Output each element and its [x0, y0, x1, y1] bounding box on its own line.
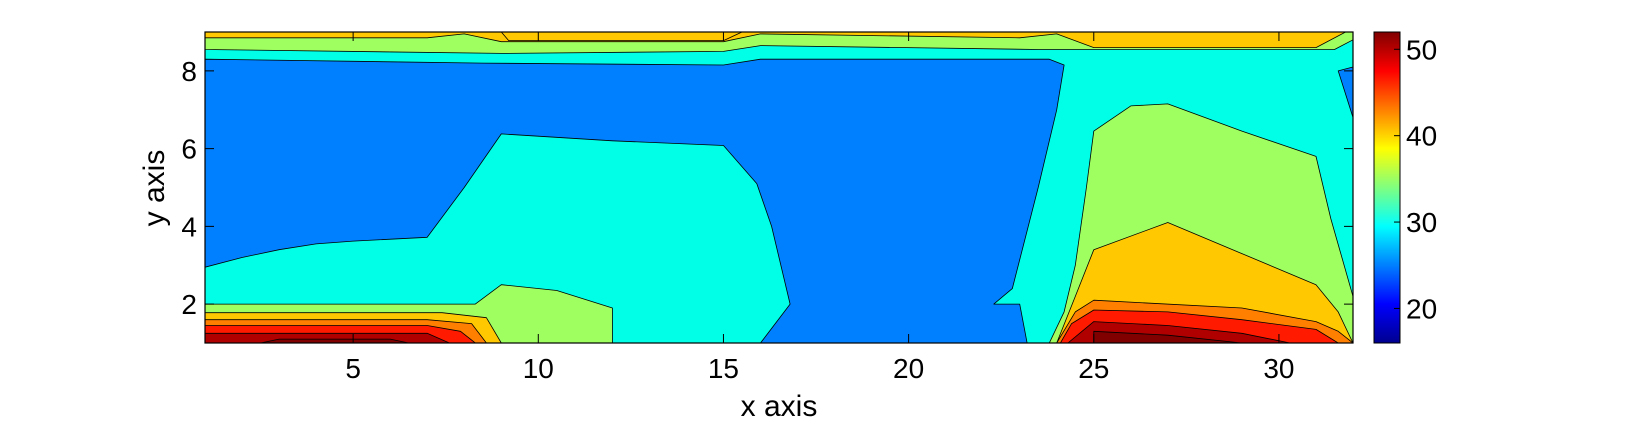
x-tick-label: 30 — [1263, 353, 1294, 384]
x-tick-label: 10 — [523, 353, 554, 384]
colorbar-tick-label: 30 — [1406, 207, 1437, 238]
x-axis-ticks: 5 10 15 20 25 30 — [345, 32, 1295, 384]
colorbar-tick-label: 40 — [1406, 121, 1437, 152]
contour-region-right-edge-blue — [1337, 66, 1353, 118]
colorbar-ticks: 20 30 40 50 — [1394, 34, 1437, 324]
plot-frame — [204, 31, 1354, 344]
contour-region-bottom-left-maroon — [260, 338, 410, 343]
contour-regions — [205, 32, 1353, 343]
y-tick-label: 6 — [181, 134, 197, 165]
colorbar-tick-label: 20 — [1406, 293, 1437, 324]
x-tick-label: 20 — [893, 353, 924, 384]
plot-area — [204, 31, 1354, 344]
contour-region-top-yellow-cap — [500, 32, 743, 41]
colorbar-tick-label: 50 — [1406, 34, 1437, 65]
y-tick-label: 4 — [181, 211, 197, 242]
y-axis-label: y axis — [138, 150, 171, 227]
y-tick-label: 2 — [181, 289, 197, 320]
contour-region-top-yellow-band — [205, 32, 1346, 48]
contour-region-main-blue-region — [205, 58, 1065, 343]
y-tick-label: 8 — [181, 56, 197, 87]
x-axis-label: x axis — [741, 390, 818, 423]
x-tick-label: 5 — [345, 353, 361, 384]
x-tick-label: 25 — [1078, 353, 1109, 384]
x-tick-label: 15 — [708, 353, 739, 384]
colorbar-gradient — [1373, 31, 1401, 344]
y-axis-ticks: 2 4 6 8 — [181, 56, 1353, 320]
colorbar: 20 30 40 50 — [1373, 31, 1437, 344]
